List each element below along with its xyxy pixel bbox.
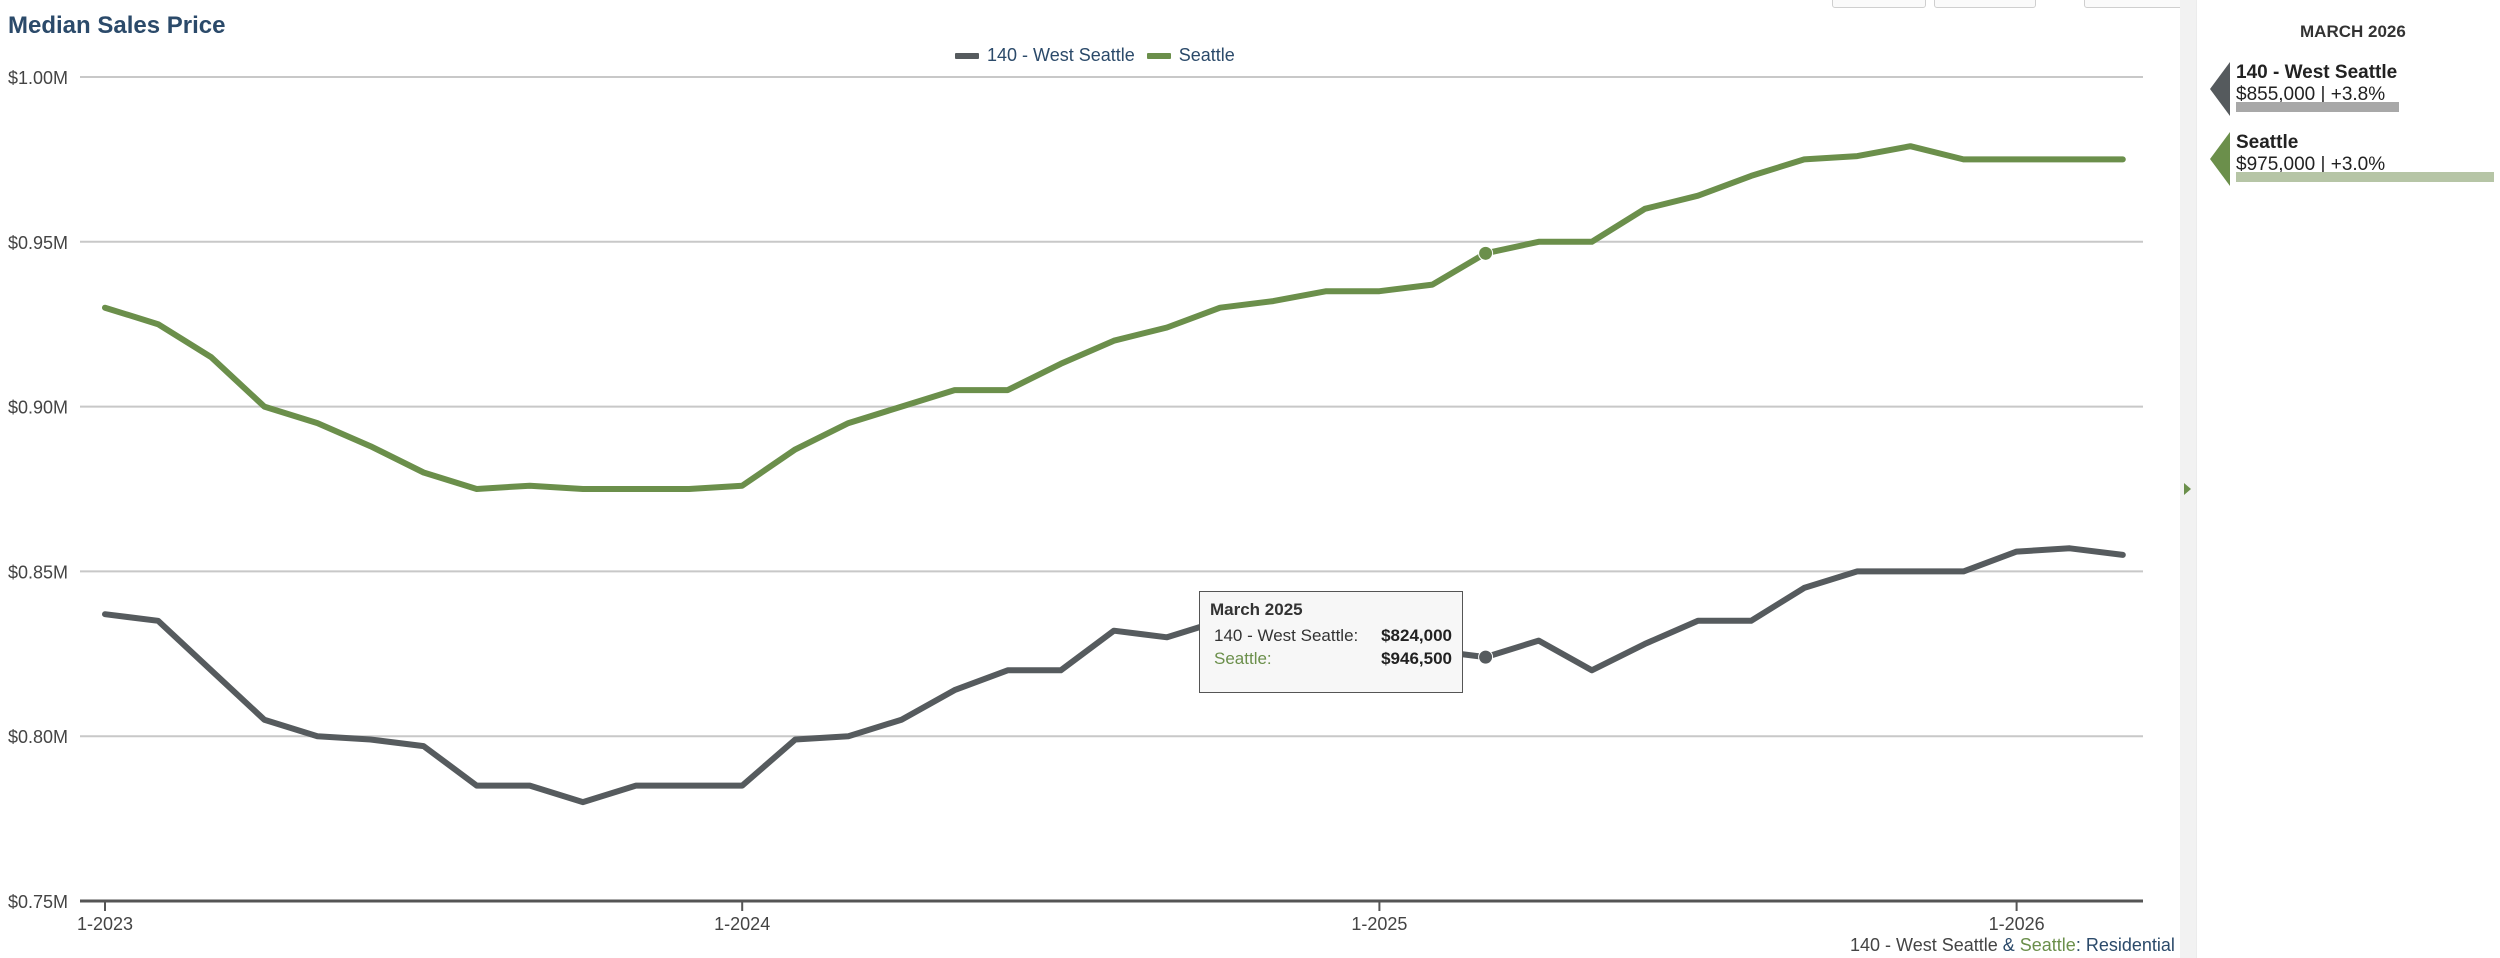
x-tick-label: 1-2026 — [1989, 914, 2045, 934]
tooltip-label-seattle: Seattle: — [1214, 649, 1272, 668]
source-note-property-type: Residential — [2085, 935, 2175, 955]
y-tick-label: $1.00M — [8, 68, 68, 88]
legend-item-west-seattle[interactable]: 140 - West Seattle — [955, 45, 1135, 66]
tooltip-row-seattle: Seattle: $946,500 — [1210, 649, 1452, 669]
legend-swatch-west-seattle — [955, 52, 979, 59]
collapse-arrow-icon[interactable] — [2184, 483, 2191, 495]
x-tick-label: 1-2025 — [1351, 914, 1407, 934]
source-note-area: 140 - West Seattle — [1850, 935, 1998, 955]
series-line-west-seattle — [102, 545, 2126, 806]
tooltip-value-west-seattle: $824,000 — [1381, 626, 1452, 645]
series-line-seattle — [102, 143, 2126, 492]
tooltip-title: March 2025 — [1210, 600, 1303, 619]
source-note-sep2: : — [2075, 935, 2086, 955]
toolbar-button-2[interactable] — [1934, 0, 2036, 8]
y-tick-label: $0.90M — [8, 398, 68, 418]
chart-title: Median Sales Price — [8, 12, 226, 39]
tooltip-label-west-seattle: 140 - West Seattle: — [1214, 626, 1359, 645]
side-item-west-seattle[interactable]: 140 - West Seattle $855,000 | +3.8% — [2210, 62, 2500, 122]
line-chart-svg[interactable]: $1.00M $0.95M $0.90M $0.85M $0.80M $0.75M 1-20… — [0, 0, 2180, 958]
side-item-name: Seattle — [2236, 132, 2299, 153]
side-item-seattle[interactable]: Seattle $975,000 | +3.0% — [2210, 132, 2500, 192]
legend-swatch-seattle — [1146, 52, 1171, 59]
side-item-value: $975,000 | +3.0% — [2236, 154, 2386, 175]
chart-legend: 140 - West Seattle Seattle — [955, 45, 1247, 66]
legend-label-seattle: Seattle — [1178, 45, 1235, 65]
y-tick-label: $0.95M — [8, 233, 68, 253]
chart-tooltip: March 2025 140 - West Seattle: $824,000 … — [1199, 591, 1463, 693]
side-item-name: 140 - West Seattle — [2236, 62, 2398, 83]
highlight-point-seattle — [1478, 245, 1494, 261]
side-item-bar — [2236, 172, 2494, 182]
tooltip-value-seattle: $946,500 — [1381, 649, 1452, 668]
tooltip-row-west-seattle: 140 - West Seattle: $824,000 — [1210, 626, 1452, 646]
y-tick-label: $0.85M — [8, 562, 68, 582]
side-item-value: $855,000 | +3.8% — [2236, 84, 2386, 105]
pointer-icon — [2210, 62, 2230, 116]
side-item-text: 140 - West Seattle $855,000 | +3.8% — [2236, 62, 2397, 106]
side-panel-period: MARCH 2026 — [2300, 22, 2406, 41]
pointer-icon — [2210, 132, 2230, 186]
source-note-sep1: & — [1997, 935, 2020, 955]
legend-item-seattle[interactable]: Seattle — [1146, 45, 1235, 66]
y-tick-label: $0.75M — [8, 892, 68, 912]
legend-label-west-seattle: 140 - West Seattle — [987, 45, 1135, 65]
source-note: 140 - West Seattle & Seattle: Residentia… — [1850, 935, 2175, 956]
side-panel-divider — [2180, 0, 2196, 958]
source-note-city: Seattle — [2019, 935, 2076, 955]
side-item-text: Seattle $975,000 | +3.0% — [2236, 132, 2385, 176]
x-tick-label: 1-2024 — [714, 914, 770, 934]
y-tick-label: $0.80M — [8, 727, 68, 747]
toolbar-button-1[interactable] — [1832, 0, 1926, 8]
side-item-bar — [2236, 102, 2399, 112]
x-tick-label: 1-2023 — [77, 914, 133, 934]
side-panel — [2196, 0, 2500, 958]
highlight-point-west-seattle — [1478, 649, 1494, 665]
